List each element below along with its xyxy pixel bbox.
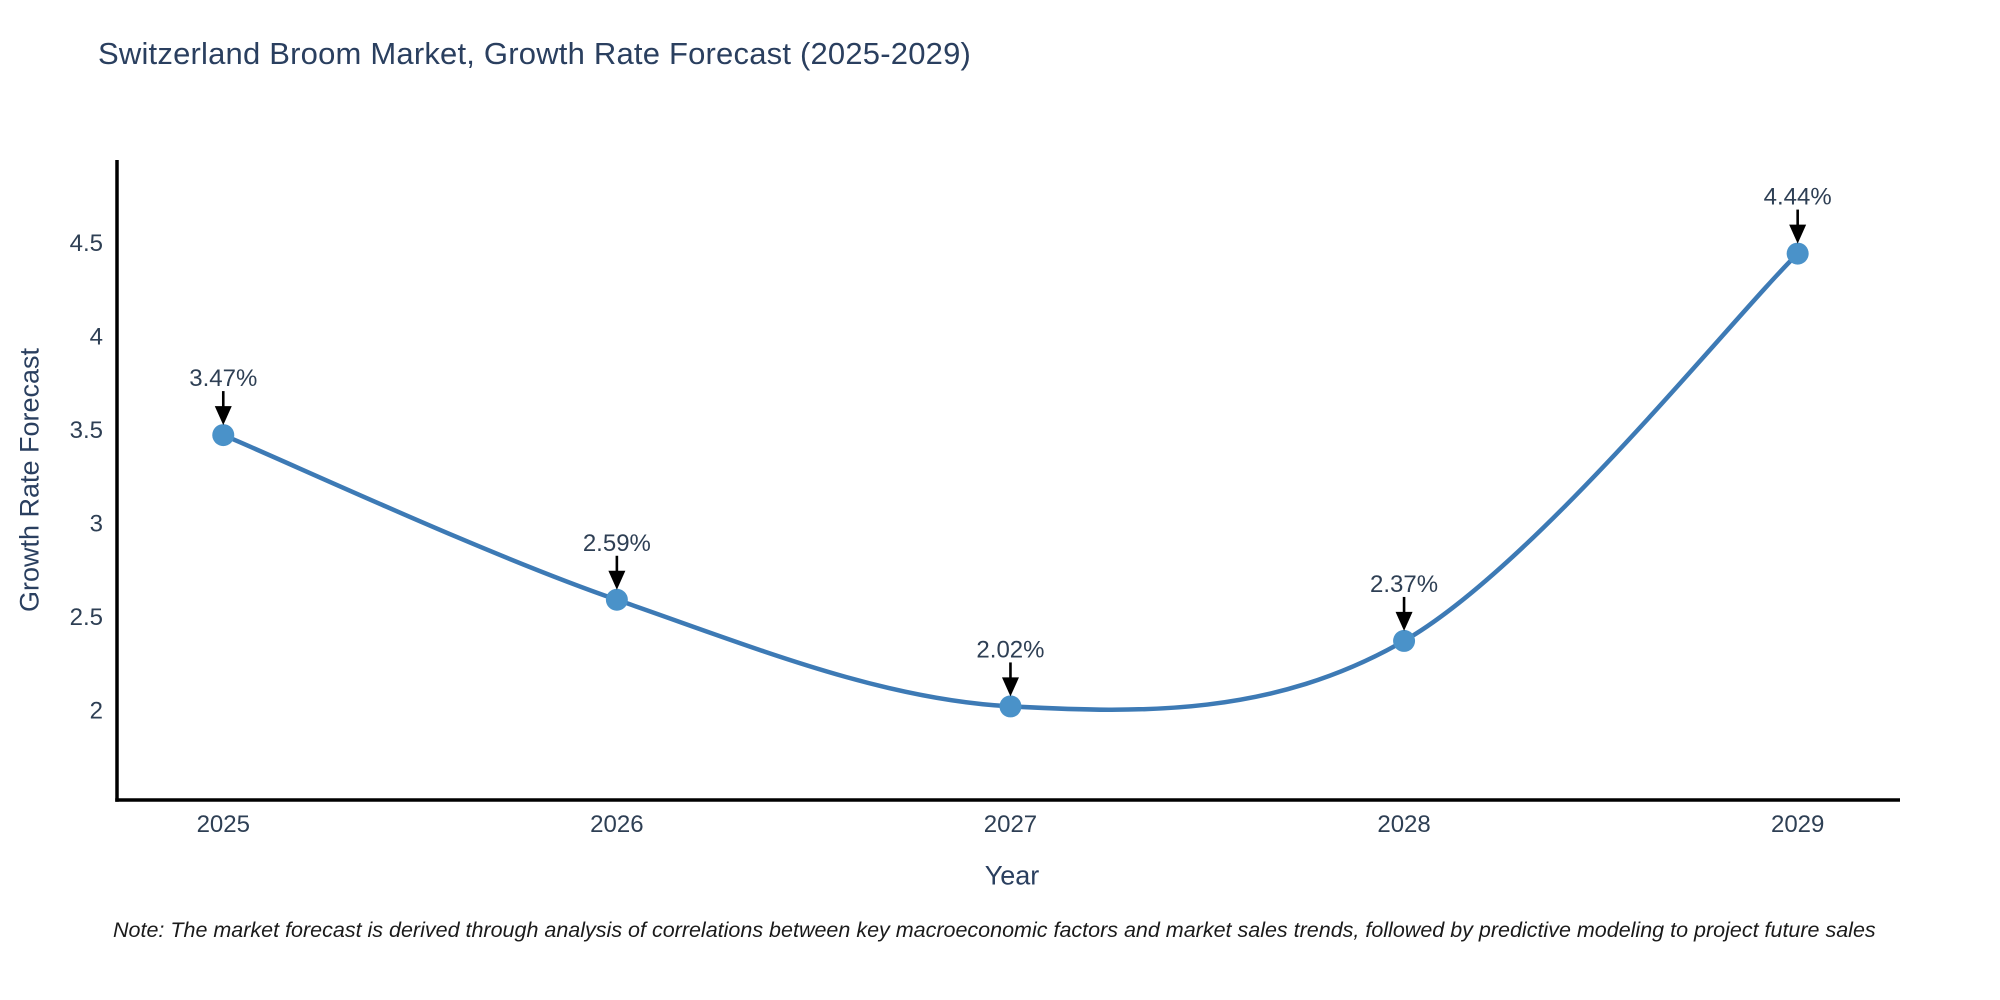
y-tick-label: 3 bbox=[90, 511, 103, 538]
x-tick-label: 2029 bbox=[1771, 811, 1824, 838]
y-tick-label: 4.5 bbox=[70, 230, 103, 257]
y-tick-label: 4 bbox=[90, 323, 103, 350]
x-tick-label: 2026 bbox=[590, 811, 643, 838]
data-point bbox=[1786, 242, 1809, 265]
point-value-label: 2.02% bbox=[976, 636, 1044, 663]
point-value-label: 4.44% bbox=[1764, 184, 1832, 211]
data-point bbox=[605, 588, 628, 611]
x-tick-label: 2027 bbox=[984, 811, 1037, 838]
point-value-label: 2.37% bbox=[1370, 571, 1438, 598]
data-point bbox=[212, 424, 235, 447]
annotation-arrow-head bbox=[608, 570, 626, 590]
annotation-arrow-head bbox=[214, 406, 232, 426]
data-point bbox=[999, 695, 1022, 718]
annotation-arrow-head bbox=[1789, 224, 1807, 244]
annotation-arrow-head bbox=[1001, 677, 1019, 697]
point-value-label: 2.59% bbox=[583, 530, 651, 557]
x-axis-title: Year bbox=[984, 860, 1040, 891]
x-tick-label: 2025 bbox=[197, 811, 250, 838]
y-tick-label: 2 bbox=[90, 698, 103, 725]
point-value-label: 3.47% bbox=[189, 365, 257, 392]
chart-title: Switzerland Broom Market, Growth Rate Fo… bbox=[98, 36, 972, 71]
y-tick-label: 3.5 bbox=[70, 417, 103, 444]
x-tick-label: 2028 bbox=[1377, 811, 1430, 838]
footnote: Note: The market forecast is derived thr… bbox=[113, 918, 1876, 942]
annotation-arrow-head bbox=[1395, 611, 1413, 631]
data-point bbox=[1393, 629, 1416, 652]
y-tick-label: 2.5 bbox=[70, 604, 103, 631]
